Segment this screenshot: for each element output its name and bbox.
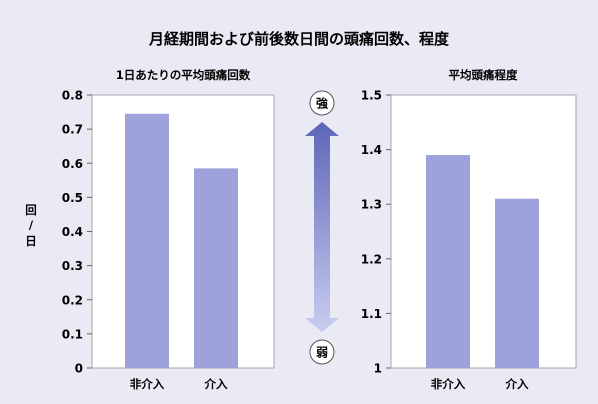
left-y-ticks: 0 0.1 0.2 0.3 0.4 0.5 0.6 0.7 0.8: [62, 89, 92, 376]
left-category-label: 介入: [204, 377, 228, 391]
left-ylabel-char-2: /: [29, 218, 34, 232]
left-bars: [125, 113, 238, 368]
double-arrow-icon: [305, 122, 339, 332]
left-ytick-label: 0.2: [62, 293, 83, 307]
left-ytick-label: 0.3: [62, 259, 83, 273]
weak-badge: [309, 339, 335, 365]
right-chart-title: 平均頭痛程度: [449, 68, 518, 82]
left-ytick-label: 0.4: [62, 225, 83, 239]
left-chart-title: 1日あたりの平均頭痛回数: [116, 68, 251, 82]
left-ytick-label: 0.7: [62, 123, 83, 137]
left-ytick-label: 0.6: [62, 157, 83, 171]
right-ytick-label: 1.2: [361, 252, 382, 266]
left-ylabel-char-3: 日: [25, 234, 37, 248]
left-ylabel-char-1: 回: [25, 203, 37, 217]
left-ytick-label: 0.1: [62, 327, 83, 341]
right-x-labels: 非介入 介入: [431, 377, 529, 391]
left-category-label: 非介入: [130, 377, 165, 391]
intensity-indicator: 強 弱: [305, 90, 339, 365]
left-x-labels: 非介入 介入: [130, 377, 228, 391]
right-category-label: 非介入: [431, 377, 466, 391]
right-category-label: 介入: [505, 377, 529, 391]
right-bars: [426, 155, 539, 368]
left-ytick-label: 0.5: [62, 191, 83, 205]
panel-right: 平均頭痛程度 1 1.1 1.2 1.3 1.4 1.5 非介入 介入: [361, 68, 577, 391]
left-bar: [194, 168, 238, 368]
weak-label: 弱: [316, 345, 328, 360]
left-ytick-label: 0: [75, 362, 83, 376]
right-bar: [495, 198, 539, 368]
right-ytick-label: 1.3: [361, 198, 382, 212]
panel-left: 1日あたりの平均頭痛回数 0 0.1 0.2 0.3 0.4 0.5 0.6 0.7 0.8 非…: [25, 68, 275, 391]
left-ytick-label: 0.8: [62, 89, 83, 103]
chart-title: 月経期間および前後数日間の頭痛回数、程度: [148, 30, 450, 48]
right-plot-area: [390, 94, 577, 369]
right-ytick-label: 1.5: [361, 89, 382, 103]
right-bar: [426, 155, 470, 368]
left-bar: [125, 113, 169, 368]
right-ytick-label: 1: [374, 362, 382, 376]
strong-badge: [309, 90, 335, 116]
strong-label: 強: [316, 96, 328, 111]
right-ytick-label: 1.1: [361, 307, 382, 321]
left-plot-area: [91, 94, 275, 369]
right-ytick-label: 1.4: [361, 143, 382, 157]
right-y-ticks: 1 1.1 1.2 1.3 1.4 1.5: [361, 89, 391, 376]
